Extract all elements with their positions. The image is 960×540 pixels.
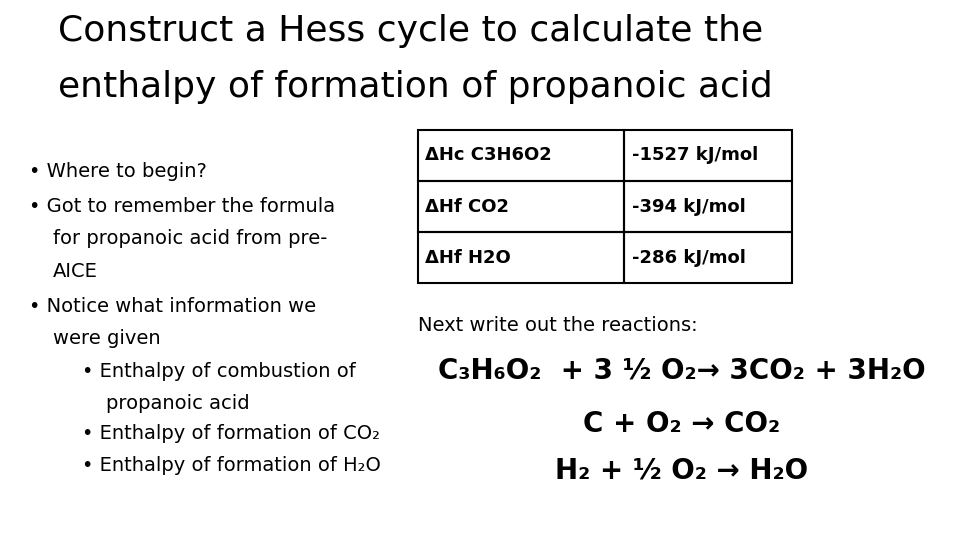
Bar bbox=[624, 232, 792, 284]
Text: propanoic acid: propanoic acid bbox=[106, 394, 250, 413]
Text: • Enthalpy of formation of CO₂: • Enthalpy of formation of CO₂ bbox=[82, 424, 379, 443]
Bar bbox=[624, 181, 792, 232]
Text: were given: were given bbox=[53, 329, 160, 348]
Text: enthalpy of formation of propanoic acid: enthalpy of formation of propanoic acid bbox=[58, 70, 773, 104]
Text: AICE: AICE bbox=[53, 262, 98, 281]
Text: -394 kJ/mol: -394 kJ/mol bbox=[632, 198, 745, 215]
Text: • Enthalpy of formation of H₂O: • Enthalpy of formation of H₂O bbox=[82, 456, 380, 475]
Text: • Enthalpy of combustion of: • Enthalpy of combustion of bbox=[82, 362, 355, 381]
Text: • Got to remember the formula: • Got to remember the formula bbox=[29, 197, 335, 216]
Text: C₃H₆O₂  + 3 ½ O₂→ 3CO₂ + 3H₂O: C₃H₆O₂ + 3 ½ O₂→ 3CO₂ + 3H₂O bbox=[438, 356, 925, 384]
Bar bbox=[418, 130, 624, 181]
Text: -1527 kJ/mol: -1527 kJ/mol bbox=[632, 146, 758, 164]
Text: ΔHf H2O: ΔHf H2O bbox=[425, 249, 511, 267]
Text: • Notice what information we: • Notice what information we bbox=[29, 297, 316, 316]
Text: C + O₂ → CO₂: C + O₂ → CO₂ bbox=[583, 410, 780, 438]
Text: • Where to begin?: • Where to begin? bbox=[29, 162, 206, 181]
Bar bbox=[418, 232, 624, 284]
Text: ΔHc C3H6O2: ΔHc C3H6O2 bbox=[425, 146, 552, 164]
Text: -286 kJ/mol: -286 kJ/mol bbox=[632, 249, 746, 267]
Text: ΔHf CO2: ΔHf CO2 bbox=[425, 198, 509, 215]
Bar bbox=[624, 130, 792, 181]
Text: for propanoic acid from pre-: for propanoic acid from pre- bbox=[53, 230, 327, 248]
Text: H₂ + ½ O₂ → H₂O: H₂ + ½ O₂ → H₂O bbox=[555, 456, 808, 484]
Text: Next write out the reactions:: Next write out the reactions: bbox=[418, 316, 697, 335]
Text: Construct a Hess cycle to calculate the: Construct a Hess cycle to calculate the bbox=[58, 14, 763, 48]
Bar bbox=[418, 181, 624, 232]
